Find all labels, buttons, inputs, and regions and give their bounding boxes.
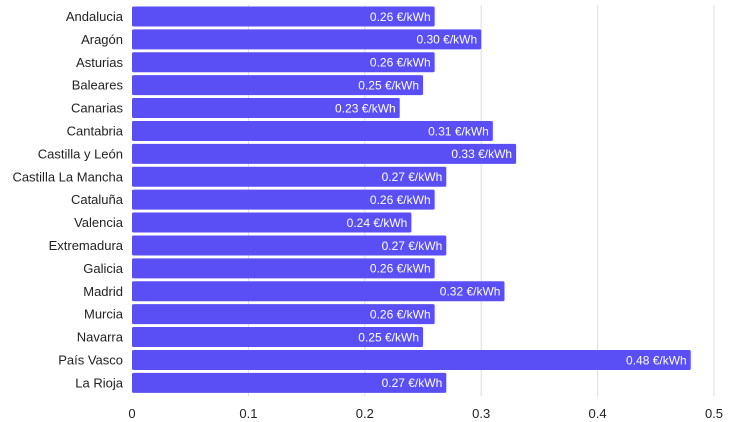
category-label: Galicia <box>83 261 124 276</box>
bar <box>132 258 435 279</box>
category-label: Castilla La Mancha <box>12 169 123 184</box>
x-tick-label: 0.3 <box>472 406 490 421</box>
data-label: 0.48 €/kWh <box>626 353 687 367</box>
category-label: Andalucia <box>66 9 124 24</box>
bar <box>132 349 691 370</box>
category-label: Navarra <box>77 330 124 345</box>
data-label: 0.25 €/kWh <box>358 78 419 92</box>
category-label: Valencia <box>74 215 124 230</box>
bar <box>132 189 435 210</box>
data-label: 0.26 €/kWh <box>370 262 431 276</box>
data-label: 0.30 €/kWh <box>416 33 477 47</box>
x-tick-label: 0.1 <box>239 406 257 421</box>
bar <box>132 143 517 164</box>
category-label: Madrid <box>83 284 123 299</box>
data-label: 0.26 €/kWh <box>370 307 431 321</box>
category-label: Extremadura <box>49 238 124 253</box>
bar <box>132 98 400 119</box>
data-label: 0.26 €/kWh <box>370 10 431 24</box>
data-label: 0.26 €/kWh <box>370 193 431 207</box>
data-label: 0.25 €/kWh <box>358 330 419 344</box>
x-tick-label: 0 <box>128 406 135 421</box>
category-label: País Vasco <box>58 352 123 367</box>
bar <box>132 29 482 50</box>
data-label: 0.32 €/kWh <box>440 285 501 299</box>
category-label: Aragón <box>81 32 123 47</box>
data-label: 0.31 €/kWh <box>428 124 489 138</box>
data-label: 0.23 €/kWh <box>335 101 396 115</box>
category-label: La Rioja <box>75 375 123 390</box>
x-tick-label: 0.2 <box>356 406 374 421</box>
category-label: Castilla y León <box>38 146 123 161</box>
data-label: 0.27 €/kWh <box>382 170 443 184</box>
bar <box>132 166 447 187</box>
bar <box>132 75 423 96</box>
category-label: Baleares <box>72 78 124 93</box>
category-label: Canarias <box>71 101 124 116</box>
bar <box>132 281 505 302</box>
category-label: Cataluña <box>71 192 124 207</box>
x-tick-label: 0.4 <box>589 406 607 421</box>
category-label: Murcia <box>84 307 124 322</box>
data-label: 0.27 €/kWh <box>382 239 443 253</box>
bar <box>132 120 493 141</box>
data-label: 0.33 €/kWh <box>451 147 512 161</box>
bar <box>132 235 447 256</box>
data-label: 0.24 €/kWh <box>347 216 408 230</box>
data-label: 0.27 €/kWh <box>382 376 443 390</box>
x-tick-label: 0.5 <box>705 406 723 421</box>
bar <box>132 304 435 325</box>
category-label: Cantabria <box>67 123 124 138</box>
bar <box>132 6 435 27</box>
bar <box>132 327 423 348</box>
category-label: Asturias <box>76 55 123 70</box>
data-label: 0.26 €/kWh <box>370 56 431 70</box>
bar <box>132 372 447 393</box>
bar <box>132 212 412 233</box>
bar <box>132 52 435 73</box>
